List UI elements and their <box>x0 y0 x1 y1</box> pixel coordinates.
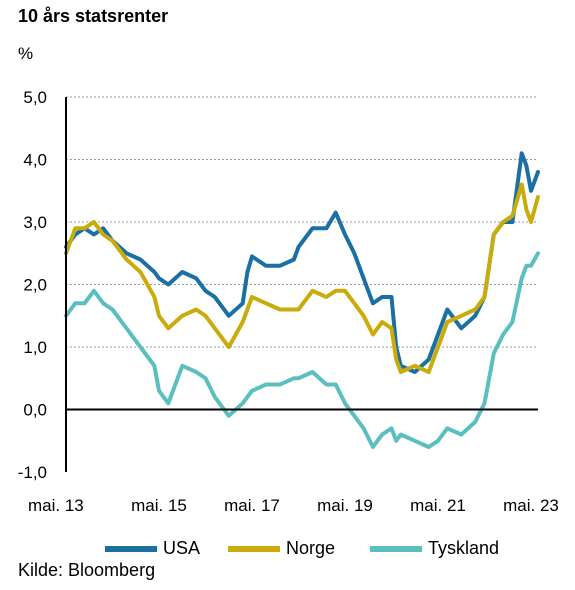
legend-swatch-norge <box>228 545 280 552</box>
series-line-norge <box>64 182 540 374</box>
y-tick-label: 5,0 <box>23 88 47 107</box>
legend-item-tyskland: Tyskland <box>370 538 499 559</box>
axes <box>65 97 538 472</box>
legend-item-norge: Norge <box>228 538 335 559</box>
legend-swatch-tyskland <box>370 545 422 552</box>
y-tick-label: 4,0 <box>23 151 47 170</box>
legend-item-usa: USA <box>105 538 200 559</box>
x-tick-labels: mai. 13 mai. 15 mai. 17 mai. 19 mai. 21 mai. … <box>28 496 559 515</box>
series-line-usa <box>64 151 540 374</box>
x-tick-label: mai. 21 <box>410 496 466 515</box>
x-tick-label: mai. 19 <box>317 496 373 515</box>
x-tick-label: mai. 17 <box>224 496 280 515</box>
series-lines <box>64 151 540 449</box>
legend-label-tyskland: Tyskland <box>428 538 500 558</box>
y-tick-label: 1,0 <box>23 338 47 357</box>
source-note: Kilde: Bloomberg <box>18 560 156 580</box>
x-tick-label: mai. 23 <box>503 496 559 515</box>
legend: USA Norge Tyskland <box>0 538 575 562</box>
chart-title: 10 års statsrenter <box>18 6 169 26</box>
y-tick-labels: 5,0 4,0 3,0 2,0 1,0 0,0 -1,0 <box>18 88 47 482</box>
y-axis-unit: % <box>18 44 34 63</box>
x-tick-label: mai. 13 <box>28 496 84 515</box>
series-line-tyskland <box>64 251 540 449</box>
legend-label-usa: USA <box>163 538 201 558</box>
legend-label-norge: Norge <box>286 538 336 558</box>
x-tick-label: mai. 15 <box>131 496 187 515</box>
y-tick-label: 0,0 <box>23 401 47 420</box>
line-chart: 5,04,03,02,01,00,0-1,0 mai. 13 mai. 15 mai… <box>18 88 559 515</box>
grid-lines <box>66 96 538 348</box>
y-tick-label: 3,0 <box>23 213 47 232</box>
y-tick-label: -1,0 <box>18 463 47 482</box>
y-tick-label: 2,0 <box>23 276 47 295</box>
legend-swatch-usa <box>105 545 157 552</box>
